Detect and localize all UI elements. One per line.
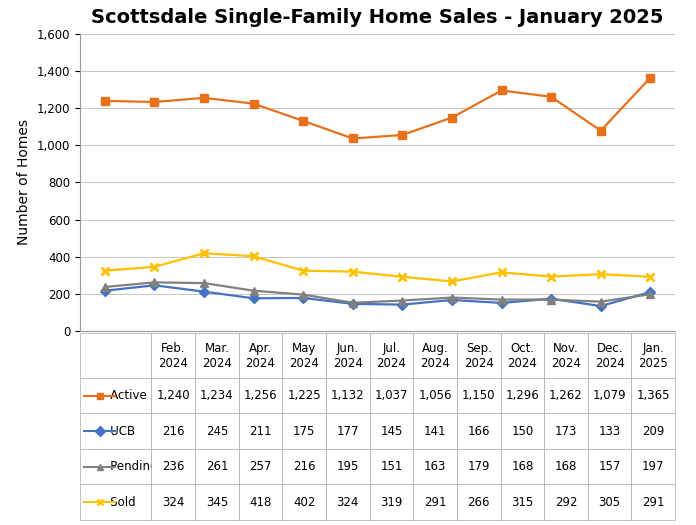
Y-axis label: Number of Homes: Number of Homes bbox=[17, 120, 31, 246]
Title: Scottsdale Single-Family Home Sales - January 2025: Scottsdale Single-Family Home Sales - Ja… bbox=[91, 8, 664, 27]
